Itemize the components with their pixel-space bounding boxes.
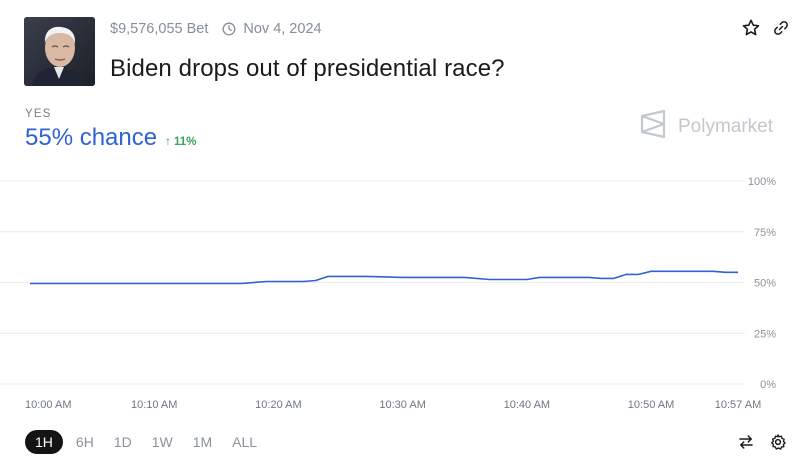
range-all[interactable]: ALL [232,434,258,450]
x-tick-label: 10:10 AM [131,399,177,411]
range-6h[interactable]: 6H [75,434,94,450]
volume-text: $9,576,055 Bet [110,21,209,37]
market-title: Biden drops out of presidential race? [110,55,505,82]
brand-name: Polymarket [678,116,774,137]
range-1w[interactable]: 1W [151,434,173,450]
star-icon[interactable] [741,18,761,38]
outcome-label: YES [25,108,52,120]
y-tick-label: 100% [748,176,776,188]
x-tick-label: 10:57 AM [715,399,761,411]
y-tick-label: 75% [754,227,776,239]
x-tick-label: 10:20 AM [255,399,301,411]
series-line [30,270,738,285]
x-tick-label: 10:30 AM [379,399,425,411]
range-1d[interactable]: 1D [113,434,132,450]
clock-icon [222,22,236,36]
chart-tools [737,433,787,451]
y-tick-label: 0% [760,379,776,391]
x-tick-label: 10:50 AM [628,399,674,411]
price-chart-svg: 0% 25% 50% 75% 100% 10:00 AM 10:10 AM 10:20 AM 1… [0,176,776,411]
price-chart[interactable]: 0% 25% 50% 75% 100% 10:00 AM 10:10 AM 10:20 AM 1… [0,160,811,420]
end-date-text: Nov 4, 2024 [243,21,322,37]
market-image [24,17,95,86]
time-range-selector: 1H 6H 1D 1W 1M ALL [25,430,264,454]
y-tick-label: 25% [754,328,776,340]
x-tick-label: 10:40 AM [504,399,550,411]
brand-watermark: Polymarket [640,109,774,144]
swap-icon[interactable] [737,433,755,451]
polymarket-logo-icon [640,109,678,144]
chance-row: 55% chance ↑ 11% [25,124,196,152]
market-meta: $9,576,055 Bet Nov 4, 2024 [110,20,322,38]
change-badge: ↑ 11% [165,136,197,148]
y-tick-label: 50% [754,278,776,290]
gear-icon[interactable] [769,433,787,451]
range-1m[interactable]: 1M [192,434,213,450]
range-1h[interactable]: 1H [25,430,63,454]
market-actions [741,18,791,38]
link-icon[interactable] [771,18,791,38]
x-tick-label: 10:00 AM [25,399,71,411]
chance-value: 55% chance [25,124,158,151]
